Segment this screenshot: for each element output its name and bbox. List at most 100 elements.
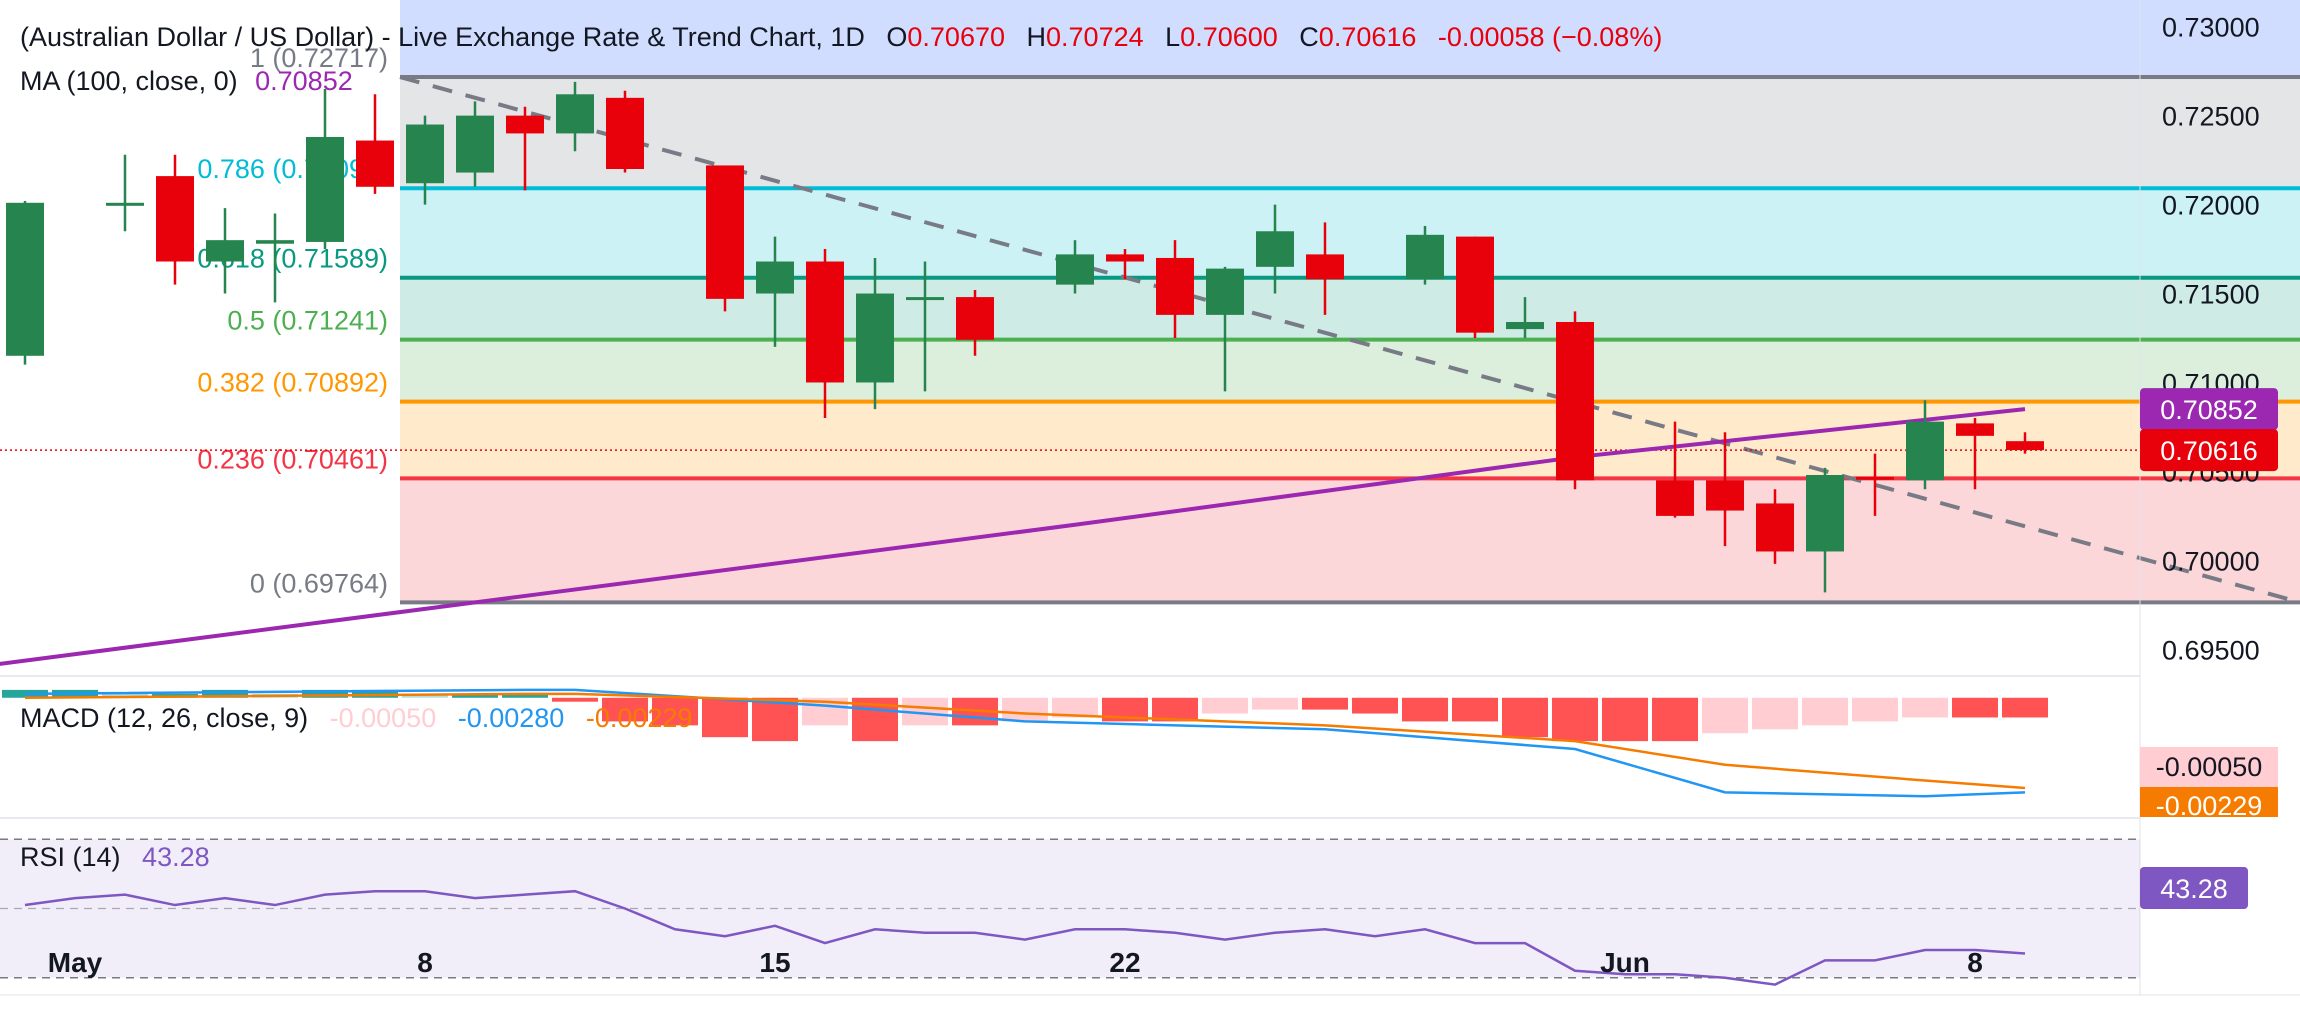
candle[interactable] bbox=[1856, 453, 1894, 516]
macd-histogram-bar bbox=[1252, 697, 1298, 710]
fib-level-label: 1 (0.72717) bbox=[250, 43, 388, 73]
svg-text:RSI (14) 43.28: RSI (14) 43.28 bbox=[20, 842, 210, 872]
candle[interactable] bbox=[1056, 240, 1094, 294]
candle[interactable] bbox=[356, 94, 394, 194]
close-value: 0.70616 bbox=[1319, 22, 1417, 52]
ma-legend-value: 0.70852 bbox=[255, 66, 353, 96]
candle[interactable] bbox=[1806, 467, 1844, 593]
time-axis[interactable]: May81522Jun81522 bbox=[48, 947, 2300, 978]
macd-histogram-bar bbox=[1552, 697, 1598, 742]
candles[interactable] bbox=[6, 81, 2044, 593]
macd-line bbox=[24, 688, 2026, 798]
candle[interactable] bbox=[106, 154, 144, 232]
price-tick-label: 0.72500 bbox=[2162, 102, 2260, 132]
candle[interactable] bbox=[806, 249, 844, 419]
svg-text:0.70616: 0.70616 bbox=[2160, 436, 2258, 466]
fib-level-label: 0.382 (0.70892) bbox=[197, 368, 388, 398]
macd-histogram-bar bbox=[1802, 697, 1848, 726]
candle[interactable] bbox=[1656, 421, 1694, 518]
macd-legend-hist: -0.00050 bbox=[330, 703, 437, 733]
candle[interactable] bbox=[556, 81, 594, 152]
candle[interactable] bbox=[956, 289, 994, 356]
macd-histogram-bar bbox=[1002, 697, 1048, 722]
candle-body bbox=[956, 297, 994, 340]
candle[interactable] bbox=[506, 106, 544, 191]
fibonacci-fills bbox=[400, 0, 2300, 603]
open-label: O bbox=[886, 22, 907, 52]
macd-legend-label: MACD (12, 26, close, 9) bbox=[20, 703, 308, 733]
candle[interactable] bbox=[1706, 432, 1744, 547]
candle[interactable] bbox=[1156, 240, 1194, 338]
candle[interactable] bbox=[1756, 489, 1794, 564]
macd-histogram-bar bbox=[652, 697, 698, 726]
candle-body bbox=[506, 115, 544, 134]
macd-signal-badge: -0.00229 bbox=[2140, 787, 2278, 821]
rsi-pane[interactable] bbox=[0, 838, 2140, 986]
candle-body bbox=[1456, 236, 1494, 333]
candle[interactable] bbox=[856, 257, 894, 410]
time-tick-label: Jun bbox=[1600, 947, 1650, 978]
candle[interactable] bbox=[1556, 311, 1594, 490]
price-tick-label: 0.71500 bbox=[2162, 280, 2260, 310]
candle[interactable] bbox=[306, 88, 344, 250]
macd-histogram bbox=[2, 689, 2048, 742]
macd-histogram-bar bbox=[552, 697, 598, 702]
candle[interactable] bbox=[6, 201, 44, 365]
close-price-badge: 0.70616 bbox=[2140, 429, 2278, 472]
fib-level-label: 0.5 (0.71241) bbox=[227, 306, 388, 336]
macd-histogram-bar bbox=[1152, 697, 1198, 722]
candle-body bbox=[1056, 254, 1094, 285]
candle[interactable] bbox=[1306, 222, 1344, 315]
candle-body bbox=[1906, 421, 1944, 481]
price-tick-label: 0.70000 bbox=[2162, 546, 2260, 576]
price-pane[interactable]: 1 (0.72717)0.786 (0.72092)0.618 (0.71589… bbox=[0, 0, 2300, 667]
candle-body bbox=[1806, 474, 1844, 552]
close-label: C bbox=[1299, 22, 1319, 52]
candle-body bbox=[1656, 480, 1694, 516]
candle-body bbox=[1706, 480, 1744, 511]
candle[interactable] bbox=[1956, 418, 1994, 490]
candle[interactable] bbox=[2006, 432, 2044, 454]
candle[interactable] bbox=[256, 213, 294, 303]
candle[interactable] bbox=[606, 90, 644, 173]
candle-body bbox=[206, 240, 244, 262]
candle[interactable] bbox=[1256, 204, 1294, 294]
candle[interactable] bbox=[906, 261, 944, 392]
candle[interactable] bbox=[1506, 297, 1544, 338]
macd-histogram-bar bbox=[502, 693, 548, 698]
candle[interactable] bbox=[406, 115, 444, 205]
macd-histogram-bar bbox=[302, 689, 348, 698]
fib-zone bbox=[400, 478, 2300, 603]
svg-text:(Australian Dollar / US Dollar: (Australian Dollar / US Dollar) - Live E… bbox=[20, 22, 1662, 52]
trendline[interactable] bbox=[399, 75, 2300, 605]
candle[interactable] bbox=[156, 154, 194, 285]
low-value: 0.70600 bbox=[1180, 22, 1278, 52]
candle-body bbox=[306, 136, 344, 242]
candle[interactable] bbox=[1456, 236, 1494, 338]
candle[interactable] bbox=[1206, 266, 1244, 392]
macd-legend: MACD (12, 26, close, 9) -0.00050 -0.0028… bbox=[20, 703, 692, 733]
macd-histogram-bar bbox=[2002, 697, 2048, 718]
candle[interactable] bbox=[206, 208, 244, 294]
svg-text:43.28: 43.28 bbox=[2160, 874, 2228, 904]
candle-body bbox=[1106, 254, 1144, 262]
candle-body bbox=[806, 261, 844, 383]
macd-histogram-bar bbox=[1602, 697, 1648, 742]
macd-pane[interactable] bbox=[2, 688, 2048, 798]
price-tick-label: 0.69500 bbox=[2162, 635, 2260, 665]
candle[interactable] bbox=[756, 236, 794, 347]
fib-level-label: 0.236 (0.70461) bbox=[197, 444, 388, 474]
candle-body bbox=[1956, 423, 1994, 436]
candle-body bbox=[606, 97, 644, 169]
fib-zone bbox=[400, 77, 2300, 189]
time-tick-label: 8 bbox=[417, 947, 433, 978]
candle[interactable] bbox=[456, 101, 494, 187]
candle[interactable] bbox=[1906, 400, 1944, 490]
candle[interactable] bbox=[1106, 249, 1144, 280]
rsi-legend-label: RSI (14) bbox=[20, 842, 121, 872]
macd-histogram-bar bbox=[1702, 697, 1748, 734]
candle[interactable] bbox=[706, 165, 744, 312]
macd-histogram-bar bbox=[1102, 697, 1148, 722]
candle[interactable] bbox=[1406, 225, 1444, 285]
